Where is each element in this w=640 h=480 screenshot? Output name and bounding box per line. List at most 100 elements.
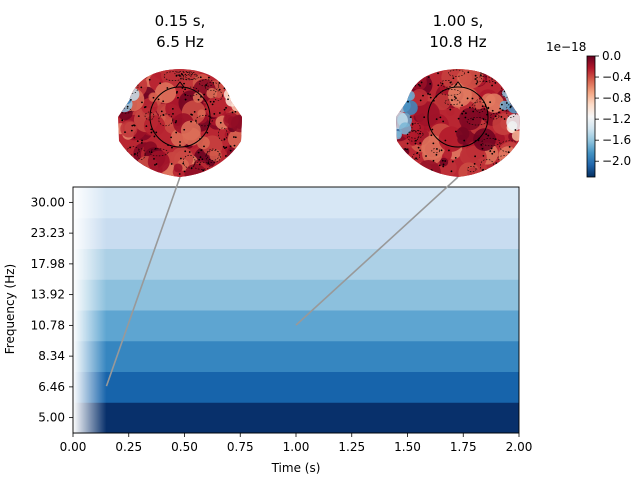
- topomap-sensor: [207, 76, 210, 79]
- topomap-sensor: [155, 131, 158, 134]
- topomap-sensor: [184, 88, 187, 91]
- topomap-sensor: [494, 115, 497, 118]
- head-nose: [453, 81, 463, 88]
- topomap-sensor: [145, 125, 148, 128]
- topomap-sensor: [227, 98, 229, 101]
- topomaps: 0.15 s, 6.5 Hz 1.00 s, 10.8 Hz: [118, 12, 520, 177]
- topomap-sensor: [491, 84, 494, 87]
- topomap-patch: [118, 91, 128, 103]
- x-tick-label: 1.00: [283, 440, 310, 454]
- topomap-contour: [183, 86, 199, 97]
- topomap-contour: [182, 154, 196, 169]
- topomap-sensor: [495, 170, 497, 173]
- topomap-contour: [180, 71, 192, 80]
- topomap-title-freq: 6.5 Hz: [156, 33, 204, 51]
- topomap-blob: [226, 144, 242, 166]
- topomap-sensor: [188, 151, 191, 153]
- topomap-sensor: [159, 82, 162, 85]
- topomap-sensor: [207, 162, 210, 164]
- topomap-sensor: [493, 150, 496, 153]
- topomap-sensor: [122, 102, 124, 104]
- topomap-sensor: [419, 99, 422, 102]
- topomap-sensor: [175, 120, 178, 122]
- topomap-contour: [217, 127, 228, 141]
- colorbar-ticks: 0.0 −0.4 −0.8 −1.2 −1.6 −2.0: [595, 49, 631, 168]
- x-tick-label: 1.50: [394, 440, 421, 454]
- head-outline: [149, 86, 211, 148]
- onset-fade-overlay: [73, 187, 107, 433]
- topomap-sensor: [213, 113, 216, 115]
- topomap-blob: [197, 109, 206, 118]
- topomap-patch: [225, 86, 240, 101]
- topomap-sensor: [154, 147, 157, 150]
- topomap-sensor: [490, 147, 493, 150]
- topomap-sensor: [480, 143, 483, 146]
- topomap-sensor: [155, 163, 158, 165]
- topomap-sensor: [489, 150, 492, 152]
- topomap-sensor: [487, 134, 490, 137]
- topomap-sensor: [191, 113, 193, 116]
- topomap-sensor: [409, 116, 412, 118]
- topomap-sensor: [418, 173, 421, 176]
- topomap-sensor: [489, 101, 491, 104]
- topomap-blob: [126, 78, 137, 89]
- topomap-sensor: [419, 142, 422, 145]
- topomap-sensor: [124, 93, 126, 96]
- topomap-sensor: [508, 146, 511, 148]
- topomap-sensor: [472, 110, 475, 113]
- topomap-sensor: [482, 118, 485, 121]
- colorbar-tick-label: −1.6: [602, 133, 631, 147]
- topomap-sensor: [437, 72, 439, 75]
- colorbar-tick-label: −1.2: [602, 112, 631, 126]
- x-tick-label: 0.25: [115, 440, 142, 454]
- colorbar-gradient-bar: [586, 55, 596, 178]
- head-nose: [175, 81, 185, 88]
- topomap-blob: [458, 69, 484, 89]
- topomap-sensor: [153, 135, 156, 138]
- topomap-sensor: [223, 147, 226, 150]
- topomap-contour: [490, 113, 500, 120]
- topomap-sensor: [219, 121, 222, 124]
- topomap-sensor: [150, 151, 153, 154]
- topomap-blob: [207, 69, 218, 78]
- topomap-sensor: [171, 146, 173, 149]
- topomap-sensor: [494, 138, 497, 141]
- topomap-sensor: [162, 114, 165, 116]
- topomap-sensor: [417, 146, 420, 149]
- topomap-sensor: [199, 76, 202, 79]
- topomap-sensor: [198, 158, 201, 161]
- topomap-sensor: [480, 71, 483, 74]
- topomap-sensor: [414, 139, 417, 142]
- topomap-sensor: [180, 157, 182, 160]
- topomap-sensor: [203, 145, 205, 148]
- topomap-contour: [213, 90, 223, 101]
- topomap-sensor: [415, 157, 417, 160]
- heatmap-row: [73, 248, 519, 280]
- y-tick-label: 6.46: [38, 380, 65, 394]
- topomap-sensor: [474, 155, 477, 158]
- topomap-blob: [457, 134, 467, 145]
- topomap-sensor: [202, 169, 205, 172]
- topomap-sensor: [227, 157, 229, 160]
- topomap-title-time: 0.15 s,: [155, 12, 206, 30]
- colorbar-tick-label: −2.0: [602, 154, 631, 168]
- topomap-sensor: [495, 164, 497, 167]
- topomap-sensor: [485, 72, 488, 75]
- y-tick-label: 30.00: [31, 195, 65, 209]
- topomap-sensor: [451, 99, 453, 102]
- topomap-sensor: [198, 163, 201, 166]
- topomap-sensor: [509, 106, 512, 109]
- topomap-sensor: [406, 148, 408, 151]
- topomap-sensor: [438, 164, 441, 167]
- topomap-sensor: [195, 120, 197, 122]
- topomap-contour: [448, 69, 465, 77]
- topomap-sensor: [488, 71, 490, 74]
- topomap-sensor: [224, 155, 227, 157]
- topomap-connectors: [105, 176, 459, 387]
- topomap-contour: [137, 148, 146, 160]
- topomap-sensor: [442, 163, 445, 166]
- topomap-blob: [508, 89, 519, 99]
- topomap-sensor: [133, 124, 135, 127]
- topomap-patch: [231, 91, 240, 101]
